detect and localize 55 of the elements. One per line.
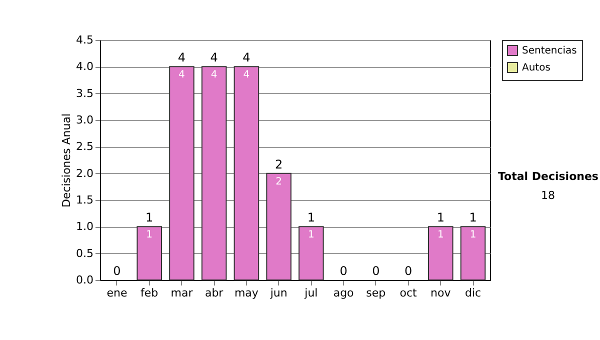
- y-tick-label: 0.5: [76, 246, 94, 260]
- total-label: 2: [274, 157, 283, 172]
- data-label: 1: [146, 230, 153, 241]
- x-tick-label: jul: [304, 286, 318, 300]
- y-tick-label: 4.5: [76, 34, 94, 46]
- y-tick-label: 2.0: [76, 166, 94, 180]
- x-tick-label: abr: [204, 286, 224, 300]
- text: 18: [540, 189, 556, 202]
- bar: [234, 66, 260, 280]
- y-tick-label: 3.5: [76, 86, 94, 100]
- x-tick-label: may: [234, 286, 259, 300]
- y-tick-label: 0.0: [76, 274, 94, 286]
- data-label: 4: [243, 70, 250, 81]
- total-label: 1: [146, 210, 154, 225]
- x-tick-label: oct: [400, 286, 418, 300]
- data-label: 4: [210, 70, 218, 81]
- total-label: 0: [340, 264, 348, 278]
- total-label: 1: [469, 210, 477, 225]
- total-label: 0: [404, 264, 412, 278]
- bar: [460, 226, 486, 280]
- x-tick-label: dic: [464, 286, 482, 300]
- total-label: 0: [372, 264, 380, 278]
- total-label: 0: [113, 264, 121, 278]
- bar: [169, 66, 194, 280]
- total-label: 4: [210, 50, 218, 65]
- data-label: 2: [276, 176, 282, 188]
- x-tick-label: sep: [366, 286, 386, 300]
- bar: [201, 66, 227, 280]
- data-label: 1: [470, 230, 476, 241]
- data-label: 1: [437, 230, 444, 241]
- bar: [266, 172, 292, 280]
- x-tick-label: feb: [140, 286, 158, 300]
- data-label: 4: [178, 70, 185, 81]
- text: Total Decisiones: [498, 170, 598, 183]
- legend-label: Autos: [522, 62, 550, 74]
- legend-label: Sentencias: [522, 46, 577, 56]
- y-tick-label: 2.5: [76, 140, 94, 154]
- total-label: 1: [436, 210, 444, 225]
- x-tick-label: ene: [106, 286, 128, 300]
- y-tick-label: 1.5: [76, 194, 94, 206]
- y-tick-label: 4.0: [76, 60, 94, 74]
- x-tick-label: ago: [333, 286, 354, 300]
- bar: [136, 226, 162, 280]
- total-label: 4: [178, 50, 186, 65]
- x-tick-label: nov: [430, 286, 452, 300]
- y-tick-label: 1.0: [76, 220, 94, 234]
- total-label: 4: [242, 50, 250, 65]
- bar: [298, 226, 324, 280]
- data-label: 1: [308, 230, 314, 241]
- total-label: 1: [307, 210, 316, 225]
- x-tick-label: mar: [170, 286, 194, 300]
- x-tick-label: jun: [269, 286, 288, 300]
- bar: [428, 226, 454, 280]
- y-tick-label: 3.0: [76, 114, 94, 126]
- y-axis-title: Decisiones Anual: [60, 113, 74, 208]
